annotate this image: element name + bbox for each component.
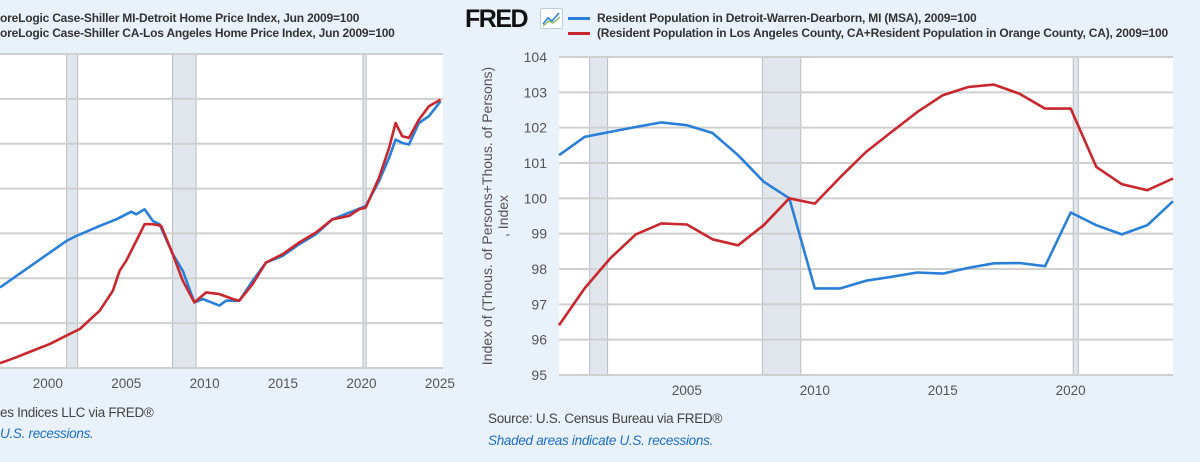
right-legend-label-detroit: Resident Population in Detroit-Warren-De… bbox=[597, 11, 977, 25]
right-y-tick-label: 95 bbox=[531, 367, 547, 383]
left-recession-band bbox=[362, 53, 367, 369]
right-legend-item-detroit: Resident Population in Detroit-Warren-De… bbox=[568, 11, 977, 25]
left-x-tick-label: 2000 bbox=[33, 376, 63, 391]
right-series-line-0 bbox=[558, 121, 1174, 290]
left-series-line-0 bbox=[0, 100, 442, 307]
left-legend-item-la: oreLogic Case-Shiller CA-Los Angeles Hom… bbox=[0, 26, 395, 40]
left-x-tick-label: 2010 bbox=[190, 376, 220, 391]
right-y-tick-label: 98 bbox=[531, 261, 547, 277]
right-y-tick-label: 102 bbox=[524, 120, 548, 136]
right-recession-band bbox=[589, 56, 609, 376]
right-series-line-1 bbox=[557, 83, 1174, 326]
right-source-text: Source: U.S. Census Bureau via FRED® bbox=[488, 411, 722, 426]
right-y-axis-label: Index of (Thous. of Persons+Thous. of Pe… bbox=[479, 66, 511, 366]
fred-chart-icon bbox=[540, 8, 563, 29]
left-x-tick-label: 2005 bbox=[111, 376, 141, 391]
right-y-tick-label: 97 bbox=[531, 296, 547, 312]
right-x-tick-label: 2020 bbox=[1056, 383, 1086, 398]
left-legend-item-detroit: oreLogic Case-Shiller MI-Detroit Home Pr… bbox=[0, 11, 359, 25]
legend-swatch-red bbox=[568, 32, 590, 36]
legend-swatch-blue bbox=[568, 17, 590, 21]
fred-logo[interactable]: FRED bbox=[465, 5, 529, 33]
right-legend-item-la: (Resident Population in Los Angeles Coun… bbox=[568, 26, 1168, 40]
left-recession-band bbox=[66, 53, 79, 369]
right-y-tick-label: 99 bbox=[531, 226, 547, 242]
left-chart: 2000 2005 2010 2015 2020 2025 bbox=[0, 53, 455, 391]
left-legend-label-detroit: oreLogic Case-Shiller MI-Detroit Home Pr… bbox=[0, 11, 360, 25]
right-x-tick-label: 2015 bbox=[928, 383, 958, 398]
left-recession-note: U.S. recessions. bbox=[0, 426, 94, 441]
right-y-tick-label: 101 bbox=[524, 155, 548, 171]
right-x-tick-label: 2010 bbox=[800, 383, 830, 398]
left-x-tick-label: 2020 bbox=[346, 376, 376, 391]
right-y-tick-label: 104 bbox=[524, 49, 548, 65]
right-chart: 95 96 97 98 99 100 101 102 103 104 2005 2010 2015 202… bbox=[524, 49, 1174, 398]
left-recession-band bbox=[171, 53, 197, 369]
right-x-tick-label: 2005 bbox=[672, 383, 702, 398]
left-x-tick-label: 2025 bbox=[425, 376, 455, 391]
left-x-tick-label: 2015 bbox=[268, 376, 298, 391]
right-y-tick-label: 103 bbox=[524, 84, 548, 100]
left-series-line-1 bbox=[0, 98, 442, 365]
right-y-tick-label: 96 bbox=[531, 332, 547, 348]
right-recession-note: Shaded areas indicate U.S. recessions. bbox=[488, 433, 713, 448]
left-legend-label-la: oreLogic Case-Shiller CA-Los Angeles Hom… bbox=[0, 26, 395, 40]
right-plot-area bbox=[559, 57, 1173, 375]
right-legend-label-la: (Resident Population in Los Angeles Coun… bbox=[597, 26, 1168, 40]
left-source-text: es Indices LLC via FRED® bbox=[0, 405, 154, 420]
right-y-tick-label: 100 bbox=[524, 190, 548, 206]
